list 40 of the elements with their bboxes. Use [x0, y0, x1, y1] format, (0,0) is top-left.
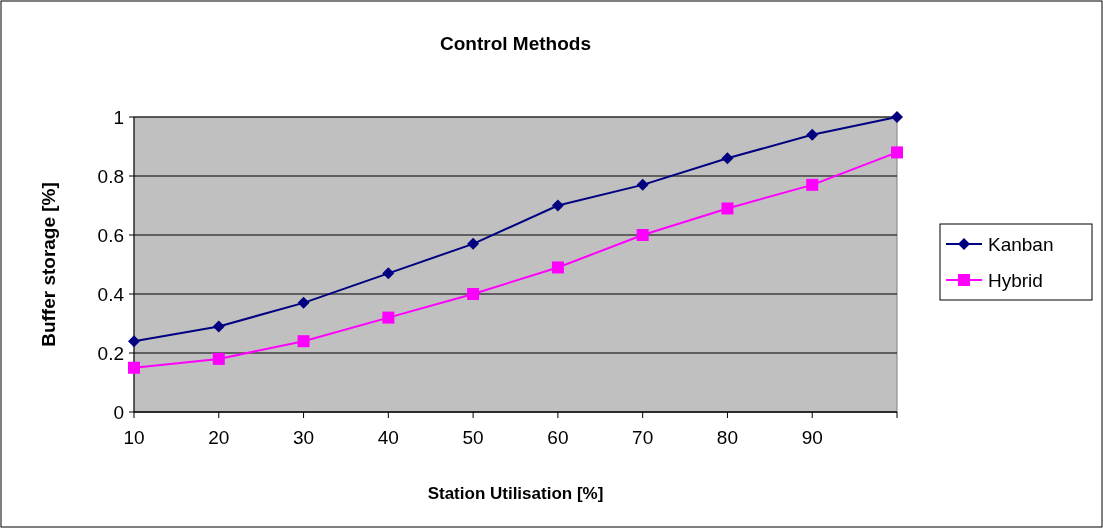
x-tick-label: 90	[801, 427, 823, 448]
point	[467, 237, 480, 250]
x-axis-title: Station Utilisation [%]	[427, 484, 604, 503]
point	[467, 288, 480, 300]
x-tick-label: 10	[123, 427, 145, 448]
point	[551, 261, 564, 274]
point	[806, 178, 819, 191]
y-tick-label: 0.2	[97, 342, 124, 364]
legend-label: Hybrid	[988, 269, 1043, 291]
point	[212, 320, 225, 333]
point	[891, 111, 903, 123]
point	[382, 267, 395, 280]
point	[891, 146, 903, 159]
legend-label: Kanban	[988, 233, 1054, 255]
point	[721, 202, 734, 215]
point	[806, 128, 819, 141]
x-tick-label: 60	[547, 427, 569, 448]
x-tick-label: 40	[377, 427, 399, 448]
x-tick-label: 80	[716, 427, 739, 448]
y-tick-label: 0.4	[97, 283, 125, 305]
point	[636, 229, 649, 241]
y-axis-title: Buffer storage [%]	[38, 182, 59, 347]
x-tick-label: 50	[462, 427, 484, 448]
point	[128, 335, 140, 348]
x-tick-label: 30	[292, 427, 315, 448]
x-tick-label: 20	[208, 427, 230, 448]
y-tick-label: 0.6	[97, 224, 124, 246]
x-tick-label: 70	[632, 427, 654, 448]
y-tick-label: 0.8	[97, 165, 124, 187]
y-tick-label: 0	[113, 401, 124, 423]
point	[212, 352, 225, 365]
point	[551, 199, 564, 212]
point	[128, 361, 140, 374]
point	[297, 296, 310, 309]
point	[297, 335, 310, 348]
point	[721, 152, 734, 165]
point	[636, 178, 649, 191]
point	[382, 311, 395, 324]
y-tick-label: 1	[113, 106, 124, 128]
chart-title: Control Methods	[440, 33, 591, 54]
